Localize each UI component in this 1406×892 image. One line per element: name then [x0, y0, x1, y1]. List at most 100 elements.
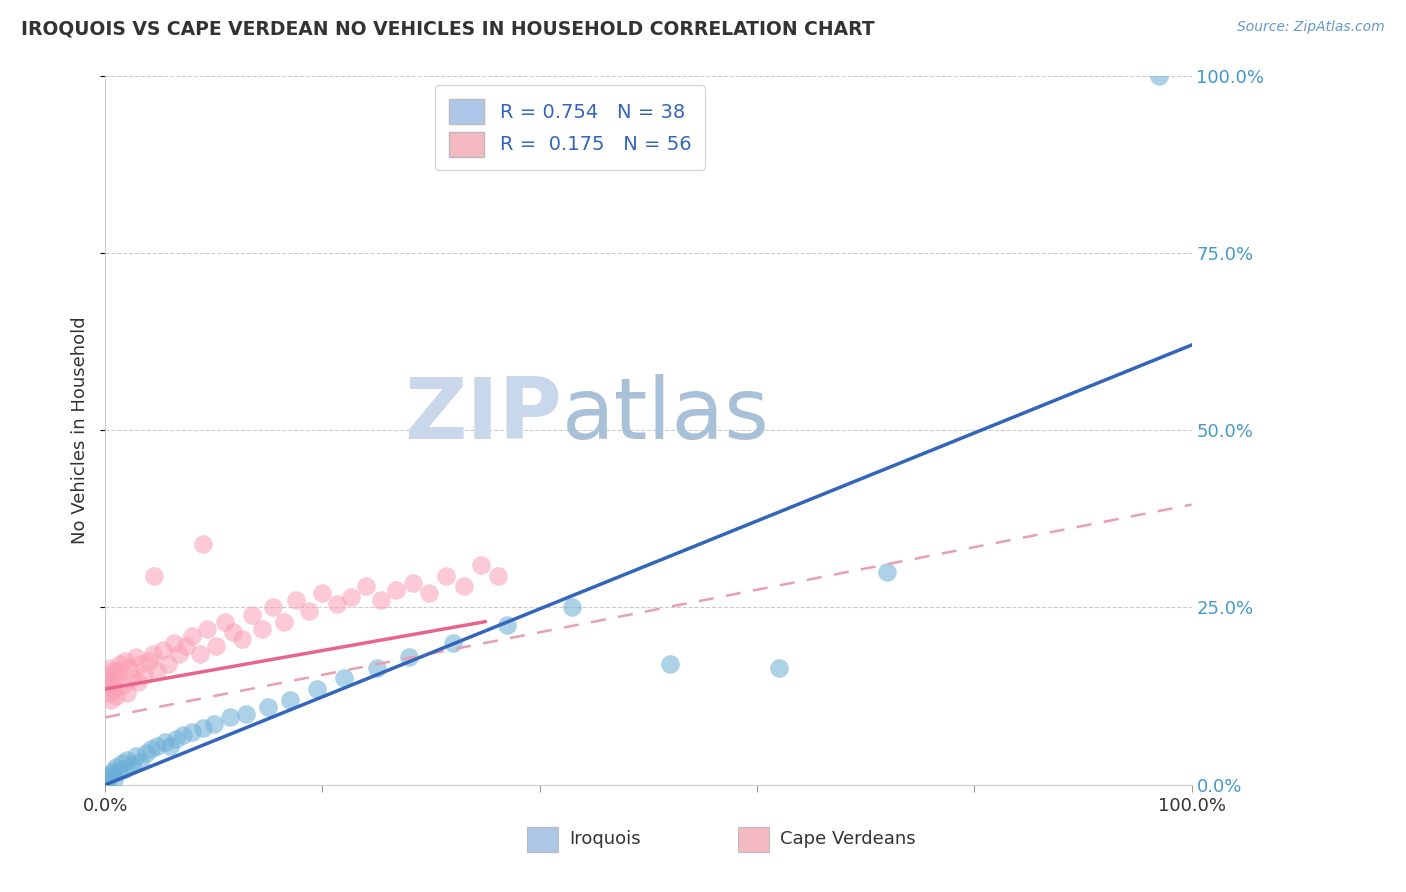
Text: ZIP: ZIP: [404, 375, 561, 458]
Point: [121, 672, 143, 686]
Y-axis label: No Vehicles in Household: No Vehicles in Household: [72, 317, 89, 544]
Point: [214, 615, 236, 629]
Point: [188, 647, 211, 661]
Point: [97, 685, 120, 699]
Point: [370, 593, 392, 607]
Point: [235, 706, 257, 721]
Point: [768, 661, 790, 675]
Point: [339, 590, 361, 604]
Text: IROQUOIS VS CAPE VERDEAN NO VEHICLES IN HOUSEHOLD CORRELATION CHART: IROQUOIS VS CAPE VERDEAN NO VEHICLES IN …: [21, 20, 875, 38]
Text: Iroquois: Iroquois: [569, 830, 641, 848]
Point: [333, 672, 356, 686]
Point: [153, 735, 176, 749]
Point: [118, 661, 141, 675]
Point: [470, 558, 492, 572]
Point: [354, 579, 377, 593]
Point: [114, 762, 136, 776]
Point: [107, 665, 129, 679]
Point: [115, 753, 138, 767]
Point: [152, 643, 174, 657]
Point: [434, 568, 457, 582]
Point: [135, 746, 157, 760]
Point: [138, 654, 160, 668]
Point: [222, 625, 245, 640]
Point: [167, 647, 190, 661]
Point: [103, 681, 125, 696]
Point: [107, 764, 129, 779]
Point: [110, 756, 132, 771]
Point: [240, 607, 263, 622]
Point: [1147, 69, 1170, 83]
Point: [325, 597, 347, 611]
Text: atlas: atlas: [561, 375, 769, 458]
Point: [307, 681, 329, 696]
Point: [110, 657, 132, 672]
Point: [311, 586, 333, 600]
Point: [105, 760, 128, 774]
Point: [157, 657, 180, 672]
Text: Cape Verdeans: Cape Verdeans: [780, 830, 915, 848]
Point: [100, 674, 122, 689]
Point: [298, 604, 321, 618]
Point: [876, 565, 898, 579]
Point: [418, 586, 440, 600]
Point: [115, 685, 138, 699]
Point: [441, 636, 464, 650]
Legend: R = 0.754   N = 38, R =  0.175   N = 56: R = 0.754 N = 38, R = 0.175 N = 56: [436, 86, 704, 170]
Point: [181, 724, 204, 739]
Point: [146, 665, 169, 679]
Point: [134, 668, 156, 682]
Point: [278, 692, 301, 706]
Text: Source: ZipAtlas.com: Source: ZipAtlas.com: [1237, 20, 1385, 34]
Point: [398, 650, 420, 665]
Point: [659, 657, 682, 672]
Point: [273, 615, 295, 629]
Point: [111, 678, 134, 692]
Point: [121, 758, 143, 772]
Point: [285, 593, 308, 607]
Point: [127, 674, 149, 689]
Point: [146, 739, 169, 753]
Point: [191, 536, 214, 550]
Point: [96, 678, 118, 692]
Point: [219, 710, 242, 724]
Point: [231, 632, 253, 647]
Point: [124, 749, 146, 764]
Point: [96, 774, 118, 789]
Point: [257, 699, 280, 714]
Point: [129, 755, 152, 769]
Point: [172, 728, 194, 742]
Point: [250, 622, 273, 636]
Point: [366, 661, 388, 675]
Point: [114, 654, 136, 668]
Point: [401, 575, 423, 590]
Point: [142, 647, 165, 661]
Point: [139, 742, 162, 756]
Point: [181, 629, 204, 643]
Point: [103, 772, 125, 786]
Point: [97, 771, 120, 785]
Point: [100, 692, 122, 706]
Point: [159, 739, 181, 753]
Point: [262, 600, 284, 615]
Point: [143, 568, 166, 582]
Point: [105, 689, 128, 703]
Point: [488, 568, 510, 582]
Point: [191, 721, 214, 735]
Point: [101, 665, 124, 679]
Point: [385, 582, 408, 597]
Point: [174, 640, 197, 654]
Point: [202, 717, 225, 731]
Point: [101, 764, 124, 778]
Point: [124, 650, 146, 665]
Point: [100, 767, 122, 781]
Point: [496, 618, 519, 632]
Point: [165, 731, 187, 746]
Point: [104, 672, 127, 686]
Point: [98, 661, 121, 675]
Point: [453, 579, 475, 593]
Point: [195, 622, 218, 636]
Point: [561, 600, 583, 615]
Point: [163, 636, 186, 650]
Point: [129, 657, 152, 672]
